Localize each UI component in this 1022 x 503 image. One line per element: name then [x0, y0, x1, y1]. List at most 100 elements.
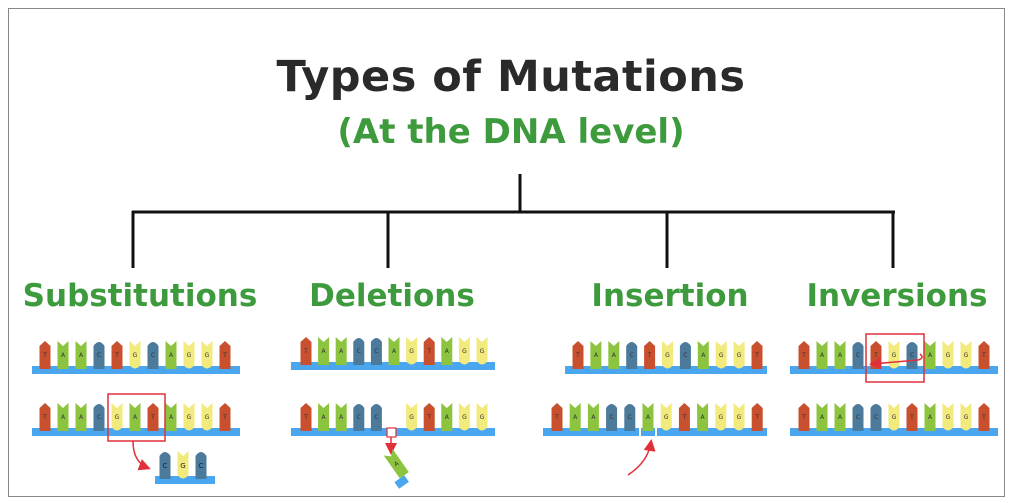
base-A: A [834, 403, 846, 431]
base-C: C [906, 342, 918, 369]
base-G: G [406, 403, 418, 431]
svg-text:G: G [719, 352, 724, 359]
base-A: A [924, 403, 936, 431]
substituted-bases-letters: CGC [163, 462, 204, 470]
svg-text:T: T [222, 352, 227, 359]
svg-text:T: T [801, 414, 806, 421]
base-A: A [697, 341, 709, 369]
base-T: T [551, 403, 563, 431]
base-G: G [406, 337, 418, 365]
base-G: G [715, 341, 727, 369]
svg-text:A: A [339, 414, 344, 421]
svg-text:C: C [374, 348, 378, 355]
svg-text:C: C [97, 352, 101, 359]
dna-backbone [32, 366, 240, 374]
diagram-frame [8, 8, 1005, 497]
substitution-arrow [132, 440, 151, 471]
base-C [195, 452, 207, 479]
svg-text:G: G [964, 352, 969, 359]
base-A: A [318, 337, 330, 365]
svg-text:T: T [426, 414, 431, 421]
svg-text:A: A [928, 352, 933, 359]
svg-text:G: G [737, 352, 742, 359]
base-G [177, 451, 189, 479]
svg-text:T: T [554, 414, 559, 421]
base-C: C [93, 342, 105, 369]
base-C [159, 452, 171, 479]
base-T: T [147, 403, 159, 431]
base-A: A [165, 341, 177, 369]
inversion-arrow [869, 353, 923, 370]
svg-text:C: C [357, 414, 361, 421]
svg-text:G: G [205, 352, 210, 359]
svg-text:T: T [754, 352, 759, 359]
svg-text:T: T [42, 352, 47, 359]
svg-text:A: A [339, 348, 344, 355]
base-T: T [644, 341, 656, 369]
svg-text:G: G [718, 414, 723, 421]
svg-text:G: G [964, 414, 969, 421]
svg-text:G: G [480, 414, 485, 421]
category-deletions: Deletions [309, 278, 475, 314]
base-T: T [751, 341, 763, 369]
base-G: G [888, 403, 900, 431]
base-C: C [852, 404, 864, 431]
base-A: A [834, 341, 846, 369]
svg-text:A: A [133, 414, 138, 421]
svg-text:T: T [801, 352, 806, 359]
base-G: G [183, 403, 195, 431]
category-insertion: Insertion [591, 278, 749, 314]
svg-text:A: A [573, 414, 578, 421]
svg-text:G: G [480, 348, 485, 355]
base-T: T [751, 403, 763, 431]
svg-text:G: G [892, 352, 897, 359]
dna-backbone [32, 428, 240, 436]
base-G: G [888, 341, 900, 369]
base-A: A [129, 403, 141, 431]
base-T: T [978, 403, 990, 431]
base-G: G [129, 341, 141, 369]
svg-text:T: T [909, 414, 914, 421]
dna-backbone [790, 366, 998, 374]
base-G: G [733, 403, 745, 431]
base-A: A [75, 341, 87, 369]
base-A: A [590, 341, 602, 369]
svg-text:G: G [462, 348, 467, 355]
svg-text:T: T [150, 414, 155, 421]
svg-text:A: A [79, 352, 84, 359]
base-T: T [423, 403, 435, 431]
svg-text:A: A [820, 414, 825, 421]
base-A: A [642, 403, 654, 431]
diagram-title: Types of Mutations [276, 52, 746, 102]
diagram-subtitle: (At the DNA level) [337, 112, 685, 152]
svg-text:T: T [754, 414, 759, 421]
base-T: T [111, 341, 123, 369]
base-C: C [370, 338, 382, 365]
svg-text:G: G [205, 414, 210, 421]
base-G: G [733, 341, 745, 369]
base-A: A [318, 403, 330, 431]
svg-text:C: C [374, 414, 378, 421]
base-C: C [147, 342, 159, 369]
svg-text:C: C [874, 414, 878, 421]
base-A: A [816, 403, 828, 431]
base-T: T [870, 341, 882, 369]
svg-text:A: A [322, 348, 327, 355]
base-T: T [798, 403, 810, 431]
svg-text:A: A [646, 414, 651, 421]
substituted-bases [155, 451, 215, 484]
svg-text:T: T [426, 348, 431, 355]
base-G: G [111, 403, 123, 431]
insertion-arrow [627, 439, 656, 476]
category-inversions: Inversions [806, 278, 988, 314]
svg-text:C: C [97, 414, 101, 421]
svg-text:A: A [445, 414, 450, 421]
base-G: G [960, 403, 972, 431]
base-C: C [353, 338, 365, 365]
deletion-gap-box [386, 427, 397, 438]
dna-backbone [565, 366, 767, 374]
